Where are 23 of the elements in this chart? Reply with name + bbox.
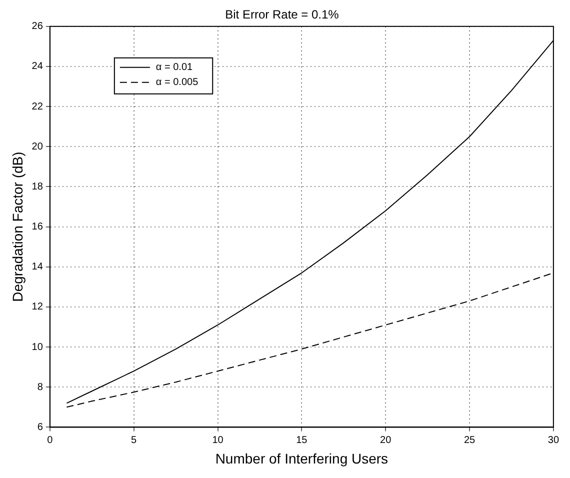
x-tick-label: 25 — [464, 434, 476, 446]
y-tick-label: 26 — [32, 21, 44, 32]
y-tick-label: 14 — [32, 262, 44, 273]
y-axis-title: Degradation Factor (dB) — [9, 152, 26, 302]
legend-label: α = 0.01 — [156, 62, 193, 74]
y-tick-label: 6 — [37, 422, 44, 433]
y-tick-label: 24 — [32, 61, 44, 72]
y-tick-label: 20 — [32, 141, 44, 152]
x-tick-label: 10 — [212, 434, 224, 446]
y-tick-label: 12 — [32, 302, 44, 313]
y-tick-label: 10 — [32, 342, 44, 353]
y-tick-label: 18 — [32, 181, 44, 192]
legend-label: α = 0.005 — [156, 77, 199, 88]
y-tick-label: 16 — [32, 222, 44, 233]
x-tick-label: 0 — [47, 434, 54, 446]
y-tick-label: 8 — [37, 382, 44, 393]
x-tick-label: 30 — [548, 434, 560, 446]
y-tick-label: 22 — [32, 101, 44, 112]
x-axis-title: Number of Interfering Users — [215, 450, 388, 466]
x-tick-label: 5 — [131, 434, 138, 446]
chart-title: Bit Error Rate = 0.1% — [225, 8, 340, 22]
x-tick-label: 20 — [380, 434, 392, 446]
x-tick-label: 15 — [296, 434, 308, 446]
